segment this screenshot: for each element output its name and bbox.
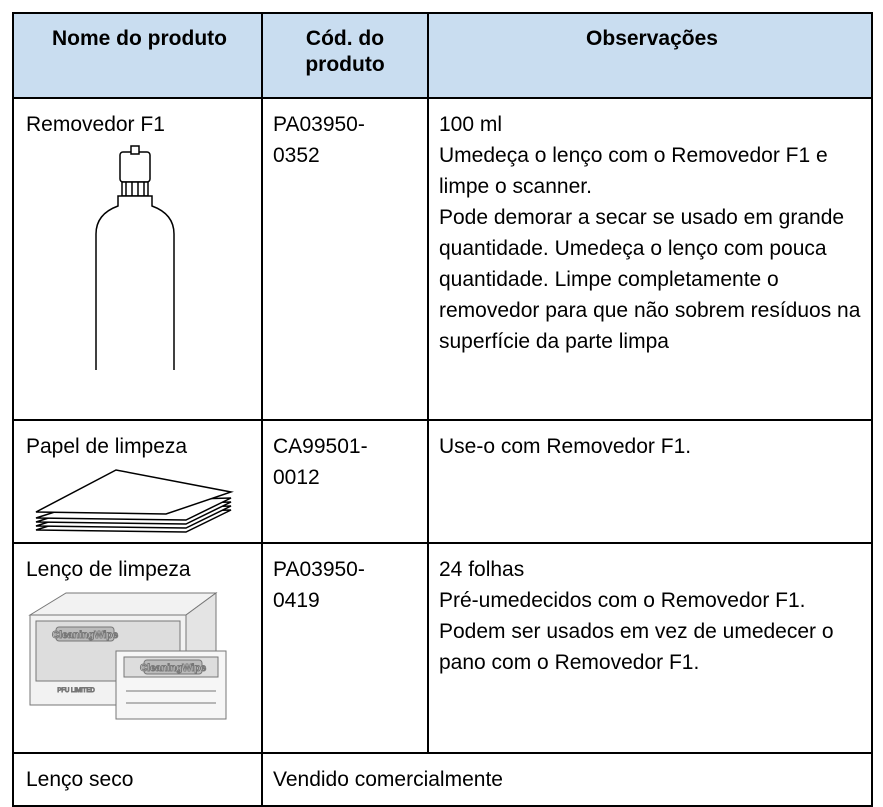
code-cell: PA03950-0419: [261, 542, 429, 754]
name-cell: Lenço de limpeza CleaningWipe PFU LIMITE…: [12, 542, 263, 754]
header-cell: Observações: [427, 12, 873, 99]
image-text: PFU LIMITED: [57, 688, 95, 694]
products-table: Nome do produto Cód. do produto Observaç…: [12, 12, 873, 807]
note: 100 ml: [439, 113, 503, 136]
header-cell: Cód. do produto: [261, 12, 429, 99]
note: Use-o com Removedor F1.: [439, 435, 692, 458]
product-name: Removedor F1: [26, 113, 165, 136]
code-cell: CA99501-0012: [261, 419, 429, 544]
row: Removedor F1 PA03950-0352 100 ml Umedeça…: [12, 97, 873, 421]
header-row: Nome do produto Cód. do produto Observaç…: [12, 12, 873, 99]
note: Pode demorar a secar se usado em grande …: [439, 206, 861, 353]
product-code: PA03950-0419: [273, 558, 365, 612]
image-text: CleaningWipe: [140, 663, 206, 674]
product-code: CA99501-0012: [273, 435, 368, 489]
notes-cell: Use-o com Removedor F1.: [427, 419, 873, 544]
product-code: PA03950-0352: [273, 113, 365, 167]
note: Umedeça o lenço com o Removedor F1 e lim…: [439, 144, 828, 198]
row: Lenço seco Vendido comercialmente: [12, 752, 873, 807]
header-cell: Nome do produto: [12, 12, 263, 99]
wipes-image: CleaningWipe PFU LIMITED CleaningWipe: [28, 592, 227, 720]
note: Pré-umedecidos com o Removedor F1. Podem…: [439, 589, 834, 674]
note: Vendido comercialmente: [273, 768, 503, 791]
paper-image: [35, 469, 234, 533]
row: Papel de limpeza CA99501-0012 Use-o com …: [12, 419, 873, 544]
name-cell: Papel de limpeza: [12, 419, 263, 544]
name-cell: Lenço seco: [12, 752, 263, 807]
image-text: CleaningWipe: [52, 630, 118, 641]
name-cell: Removedor F1: [12, 97, 263, 421]
row: Lenço de limpeza CleaningWipe PFU LIMITE…: [12, 542, 873, 754]
bottle-image: [95, 145, 175, 370]
notes-cell: Vendido comercialmente: [261, 752, 873, 807]
product-name: Lenço de limpeza: [26, 558, 191, 581]
code-cell: PA03950-0352: [261, 97, 429, 421]
note: 24 folhas: [439, 558, 525, 581]
product-name: Papel de limpeza: [26, 435, 188, 458]
notes-cell: 24 folhas Pré-umedecidos com o Removedor…: [427, 542, 873, 754]
notes-cell: 100 ml Umedeça o lenço com o Removedor F…: [427, 97, 873, 421]
product-name: Lenço seco: [26, 768, 134, 791]
